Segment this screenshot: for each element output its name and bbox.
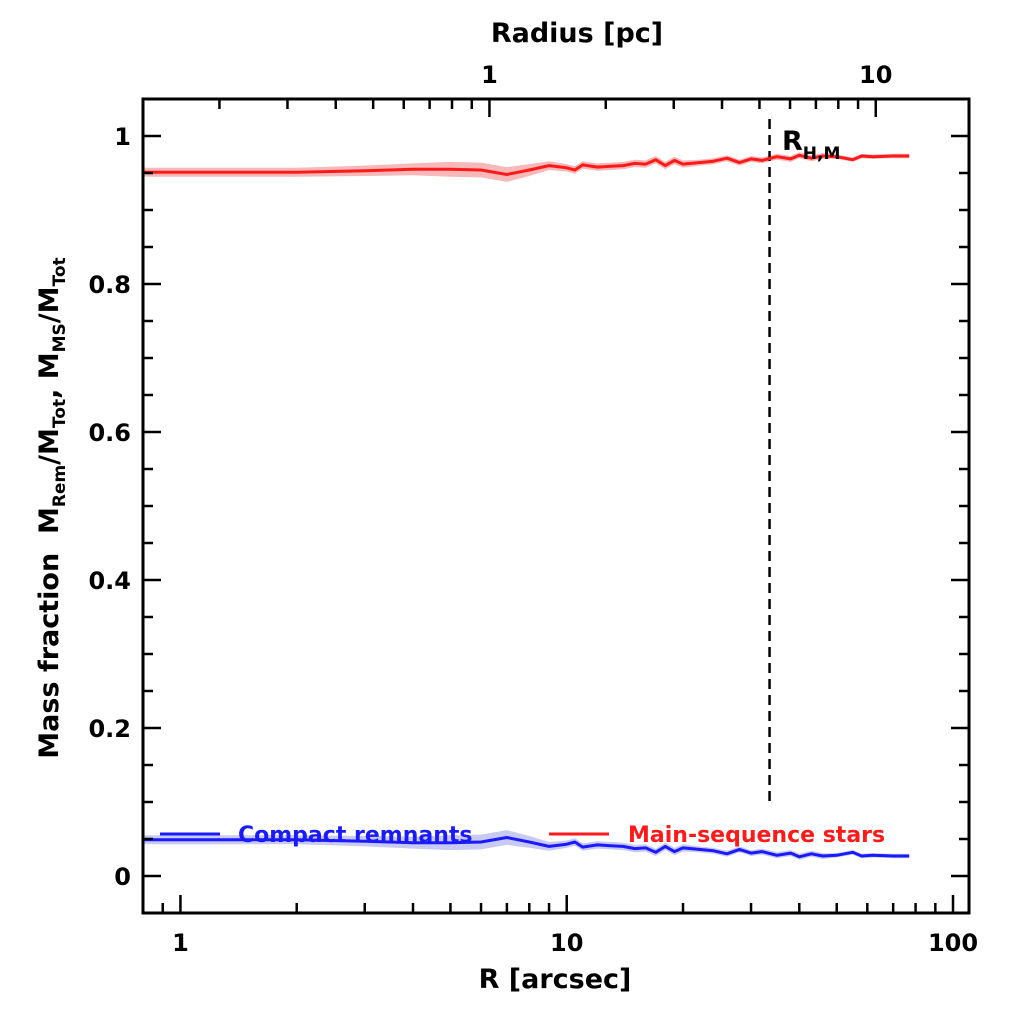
rhm-main: R xyxy=(782,126,803,157)
plot-frame xyxy=(141,97,971,915)
y-title-s1: Rem xyxy=(50,465,70,507)
half-mass-radius-label: RH,M xyxy=(782,126,840,164)
top-axis-title: Radius [pc] xyxy=(491,18,663,49)
y-title-m1: M xyxy=(34,507,65,534)
axis-ticks xyxy=(141,99,969,913)
y-tick-label: 1 xyxy=(114,123,131,151)
legend-label-compact-remnants: Compact remnants xyxy=(238,823,472,848)
y-title-comma: , xyxy=(34,379,65,399)
y-title-m2: M xyxy=(34,352,65,379)
legend: Compact remnants Main-sequence stars xyxy=(160,823,885,848)
y-tick-label: 0.8 xyxy=(88,271,131,299)
y-title-d1: /M xyxy=(34,428,65,465)
x-tick-label: 1 xyxy=(172,929,189,957)
legend-label-main-sequence: Main-sequence stars xyxy=(628,823,885,848)
rhm-sub: H,M xyxy=(803,144,841,164)
y-title-s4: Tot xyxy=(50,257,70,286)
y-tick-label: 0.6 xyxy=(88,419,131,447)
y-title-gap xyxy=(34,534,65,553)
y-title-s3: MS xyxy=(50,323,70,352)
x-top-tick-label: 10 xyxy=(859,61,892,89)
x-tick-label: 100 xyxy=(928,929,978,957)
line-series-1 xyxy=(143,153,910,176)
line-series-0 xyxy=(143,836,910,859)
x-top-tick-label: 1 xyxy=(481,61,498,89)
y-axis-title: Mass fraction MRem/MTot, MMS/MTot xyxy=(34,257,70,758)
y-title-lead: Mass fraction xyxy=(34,553,65,759)
y-title-d2: /M xyxy=(34,286,65,323)
y-tick-label: 0 xyxy=(114,863,131,891)
uncertainty-bands xyxy=(143,152,910,860)
y-tick-label: 0.4 xyxy=(88,567,131,595)
y-tick-label: 0.2 xyxy=(88,715,131,743)
series-lines xyxy=(143,153,910,859)
y-title-s2: Tot xyxy=(50,399,70,428)
x-tick-label: 10 xyxy=(550,929,583,957)
x-axis-title: R [arcsec] xyxy=(479,964,632,995)
